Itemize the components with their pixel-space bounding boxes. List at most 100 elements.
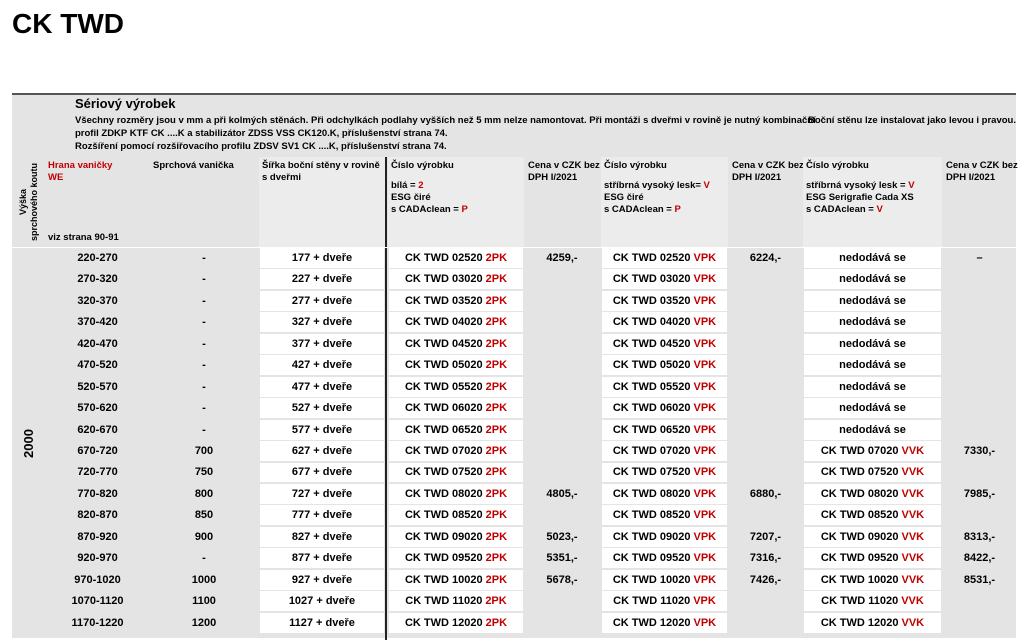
- header-text: stříbrná vysoký lesk =: [806, 180, 909, 191]
- product-code: CK TWD 11020: [613, 595, 691, 608]
- header-text: sprchového koutu: [28, 162, 39, 242]
- code-silver: CK TWD 08020 VPK: [602, 483, 727, 504]
- code-suffix: VPK: [693, 380, 717, 393]
- header-text: s CADAclean =: [806, 204, 877, 215]
- header-line: bílá = 2: [391, 180, 521, 192]
- not-available: nedodává se: [804, 376, 941, 397]
- separator: [385, 157, 387, 640]
- code-silver: CK TWD 12020 VPK: [602, 612, 727, 633]
- side-width: 827 + dveře: [260, 526, 384, 547]
- code-suffix: VPK: [693, 316, 717, 329]
- header-text: s dveřmi: [262, 172, 302, 183]
- header-text: Sprchová vanička: [153, 160, 234, 171]
- code-suffix: 2PK: [485, 573, 508, 586]
- tray: 750: [194, 466, 214, 479]
- code-suffix: 2PK: [485, 359, 508, 372]
- code-suffix: VPK: [693, 530, 717, 543]
- code-suffix: 2PK: [485, 294, 508, 307]
- product-code: CK TWD 09520: [612, 552, 691, 565]
- column-header: Cena v CZK bez DPH I/2021: [525, 157, 600, 247]
- code-white: CK TWD 03520 2PK: [389, 290, 523, 311]
- code-white: CK TWD 05520 2PK: [389, 376, 523, 397]
- code-white: CK TWD 07020 2PK: [389, 441, 523, 461]
- height-range: 620-670: [77, 423, 118, 436]
- code-silver: CK TWD 09520 VPK: [602, 548, 727, 569]
- tray: 850: [194, 509, 214, 522]
- code-silver: CK TWD 07520 VPK: [602, 462, 727, 483]
- product-code: CK TWD 08520: [404, 509, 483, 522]
- header-line: Hrana vaničky: [48, 160, 147, 172]
- code-white: CK TWD 08520 2PK: [389, 505, 523, 526]
- code-silver: CK TWD 05520 VPK: [602, 376, 727, 397]
- product-code: CK TWD 07020: [820, 445, 899, 458]
- side-width: 627 + dveře: [260, 441, 384, 461]
- product-code: CK TWD 08020: [612, 487, 691, 500]
- tray: -: [202, 380, 206, 393]
- tray: -: [202, 316, 206, 329]
- code-silver: CK TWD 04520 VPK: [602, 333, 727, 354]
- product-code: CK TWD 11020: [405, 595, 483, 608]
- column-header: Číslo výrobku bílá = 2 ESG čiré s CADAclean…: [388, 157, 524, 247]
- price-silver: 7207,-: [749, 530, 782, 543]
- side-width: 727 + dveře: [260, 483, 384, 504]
- price-silver: 7316,-: [749, 552, 782, 565]
- side-width: 877 + dveře: [260, 548, 384, 569]
- product-code: CK TWD 07020: [612, 445, 691, 458]
- code-vvk: CK TWD 08020 VVK: [804, 483, 941, 504]
- side-width: 677 + dveře: [260, 462, 384, 483]
- notes-heading: Sériový výrobek: [75, 96, 176, 111]
- header-text: DPH I/2021: [946, 172, 996, 183]
- header-text: DPH I/2021: [732, 172, 782, 183]
- product-code: CK TWD 12020: [612, 616, 691, 629]
- product-code: CK TWD 09520: [820, 552, 899, 565]
- header-text: V: [703, 180, 710, 191]
- height-range: 220-270: [77, 251, 118, 264]
- code-white: CK TWD 09520 2PK: [389, 548, 523, 569]
- header-text: bílá =: [391, 180, 419, 191]
- code-suffix: VPK: [693, 616, 717, 629]
- product-code: CK TWD 05020: [404, 359, 483, 372]
- code-suffix: VVK: [901, 487, 925, 500]
- not-available: nedodává se: [804, 419, 941, 440]
- side-width: 1027 + dveře: [260, 591, 384, 612]
- header-line: ESG Serigrafie Cada XS: [806, 192, 939, 204]
- product-code: CK TWD 10020: [820, 573, 899, 586]
- code-suffix: VVK: [901, 466, 925, 479]
- product-code: CK TWD 06520: [612, 423, 691, 436]
- code-white: CK TWD 11020 2PK: [389, 591, 523, 612]
- header-text: Výška: [17, 188, 28, 216]
- height-range: 670-720: [77, 445, 118, 458]
- code-suffix: VVK: [901, 445, 925, 458]
- header-text: Šířka boční stěny v rovině: [262, 160, 380, 171]
- header-text: Cena v CZK bez: [946, 160, 1018, 171]
- code-suffix: 2PK: [485, 423, 508, 436]
- product-code: CK TWD 11020: [821, 595, 899, 608]
- code-silver: CK TWD 06020 VPK: [602, 398, 727, 419]
- not-available: nedodává se: [804, 312, 941, 333]
- code-silver: CK TWD 04020 VPK: [602, 312, 727, 333]
- price-vvk: 7330,-: [963, 445, 996, 458]
- tray: -: [202, 337, 206, 350]
- height-range: 470-520: [77, 359, 118, 372]
- tray: -: [202, 251, 206, 264]
- product-code: CK TWD 10020: [612, 573, 691, 586]
- note-line: profil ZDKP KTF CK ....K a stabilizátor …: [75, 128, 448, 139]
- code-vvk: CK TWD 09020 VVK: [804, 526, 941, 547]
- product-code: CK TWD 02520: [612, 251, 691, 264]
- tray: -: [202, 423, 206, 436]
- code-silver: CK TWD 05020 VPK: [602, 355, 727, 376]
- product-code: CK TWD 07520: [404, 466, 483, 479]
- header-line: sprchového koutu: [29, 163, 40, 241]
- code-suffix: VPK: [693, 251, 717, 264]
- code-white: CK TWD 12020 2PK: [389, 612, 523, 633]
- product-code: CK TWD 08020: [404, 487, 483, 500]
- code-white: CK TWD 09020 2PK: [389, 526, 523, 547]
- header-text: ESG čiré: [391, 192, 431, 203]
- code-white: CK TWD 05020 2PK: [389, 355, 523, 376]
- header-line: Sprchová vanička: [153, 160, 255, 172]
- header-text: stříbrná vysoký lesk=: [604, 180, 704, 191]
- column-header: Sprchová vanička: [150, 157, 258, 247]
- code-vvk: CK TWD 09520 VVK: [804, 548, 941, 569]
- title: CK TWD: [12, 8, 124, 39]
- product-code: CK TWD 05520: [404, 380, 483, 393]
